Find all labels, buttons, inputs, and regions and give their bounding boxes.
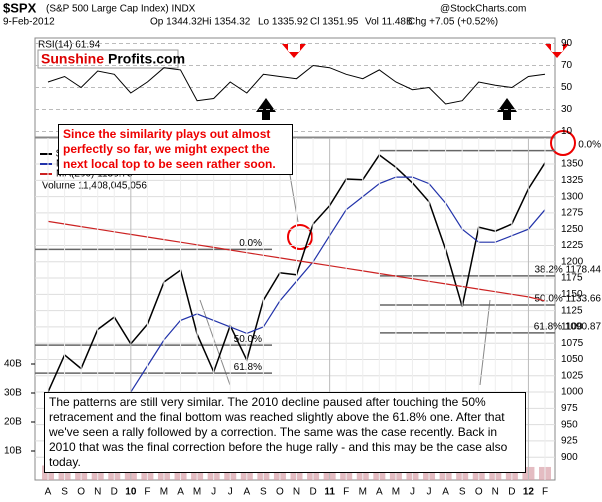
logo-box: [37, 49, 179, 69]
annotation: The patterns are still very similar. The…: [44, 392, 526, 473]
source: @StockCharts.com: [440, 4, 526, 15]
x-tick-label: F: [542, 487, 548, 498]
chart-title: $SPX: [3, 0, 37, 15]
y-tick-label: 1175: [561, 273, 583, 284]
logo: Sunshine: [41, 51, 104, 67]
quote: Hi 1354.32: [202, 17, 251, 28]
x-tick-label: 10: [125, 487, 137, 498]
x-tick-label: N: [492, 487, 499, 498]
fib-label: 0.0%: [578, 139, 601, 150]
rsi-tick-label: 90: [561, 38, 573, 49]
x-tick-label: F: [144, 487, 150, 498]
pointer: [479, 299, 491, 386]
y-tick-label: 1025: [561, 370, 584, 381]
y-tick-label: 900: [561, 452, 578, 463]
rsi-tick-label: 70: [561, 60, 573, 71]
x-tick-label: S: [61, 487, 68, 498]
rsi-tick-label: 30: [561, 104, 573, 115]
quote: Chg +7.05 (+0.52%): [408, 17, 498, 28]
x-tick-label: S: [260, 487, 267, 498]
highlight-circle: [550, 130, 576, 156]
rsi-legend: RSI(14) 61.94: [38, 40, 101, 51]
arrow-down: [282, 44, 306, 58]
y-tick-label: 1075: [561, 338, 584, 349]
x-tick-label: O: [276, 487, 284, 498]
volume-tick-label: 40B: [4, 359, 22, 370]
y-tick-label: 1200: [561, 256, 584, 267]
y-tick-label: 1225: [561, 240, 584, 251]
x-tick-label: A: [243, 487, 250, 498]
annotation: Since the similarity plays out almost pe…: [58, 124, 293, 175]
x-tick-label: D: [111, 487, 118, 498]
y-tick-label: 1100: [561, 322, 583, 333]
y-tick-label: 1125: [561, 305, 583, 316]
volume-tick-label: 30B: [4, 388, 22, 399]
y-tick-label: 1250: [561, 224, 584, 235]
fib-label: 50.0% 1133.66: [534, 294, 601, 305]
arrow-down: [545, 44, 569, 58]
x-tick-label: J: [228, 487, 233, 498]
y-tick-label: 1275: [561, 208, 584, 219]
x-tick-label: A: [177, 487, 184, 498]
volume-legend: Volume 11,408,045,056: [42, 181, 147, 192]
fib-label: 61.8% 1090.87: [534, 322, 602, 333]
volume-tick-label: 10B: [4, 446, 22, 457]
y-tick-label: 975: [561, 403, 578, 414]
y-tick-label: 1000: [561, 387, 584, 398]
y-tick-label: 1050: [561, 354, 584, 365]
logo: Profits.com: [108, 51, 185, 67]
x-tick-label: F: [343, 487, 349, 498]
x-tick-label: M: [392, 487, 400, 498]
pointer: [199, 299, 231, 386]
quote: Op 1344.32: [150, 17, 203, 28]
quote: Lo 1335.92: [258, 17, 308, 28]
rsi-line: [47, 64, 546, 105]
fib-label: 0.0%: [239, 238, 262, 249]
quote: Cl 1351.95: [310, 17, 359, 28]
subtitle: (S&P 500 Large Cap Index) INDX: [46, 4, 196, 15]
x-tick-label: A: [45, 487, 52, 498]
rsi-tick-label: 10: [561, 126, 573, 137]
x-tick-label: A: [442, 487, 449, 498]
rsi-tick-label: 50: [561, 82, 573, 93]
x-tick-label: D: [508, 487, 515, 498]
y-tick-label: 950: [561, 419, 578, 430]
y-tick-label: 1150: [561, 289, 583, 300]
fib-label: 38.2% 1178.44: [534, 264, 601, 275]
x-tick-label: 11: [324, 487, 335, 498]
y-tick-label: 1350: [561, 159, 584, 170]
x-tick-label: M: [160, 487, 168, 498]
x-tick-label: D: [309, 487, 316, 498]
y-tick-label: 1300: [561, 191, 584, 202]
y-tick-label: 925: [561, 436, 578, 447]
x-tick-label: J: [410, 487, 415, 498]
x-tick-label: N: [94, 487, 101, 498]
volume-tick-label: 20B: [4, 417, 22, 428]
fib-label: 50.0%: [234, 334, 262, 345]
x-tick-label: S: [459, 487, 466, 498]
x-tick-label: N: [293, 487, 300, 498]
x-tick-label: M: [359, 487, 367, 498]
quote: Vol 11.48B: [365, 17, 413, 28]
x-tick-label: O: [77, 487, 85, 498]
x-tick-label: J: [427, 487, 432, 498]
x-tick-label: 12: [523, 487, 535, 498]
x-tick-label: J: [211, 487, 216, 498]
fib-label: 61.8%: [234, 362, 262, 373]
x-tick-label: A: [376, 487, 383, 498]
highlight-circle: [287, 224, 313, 250]
date: 9-Feb-2012: [3, 17, 55, 28]
x-tick-label: O: [475, 487, 483, 498]
x-tick-label: M: [193, 487, 201, 498]
y-tick-label: 1325: [561, 175, 584, 186]
